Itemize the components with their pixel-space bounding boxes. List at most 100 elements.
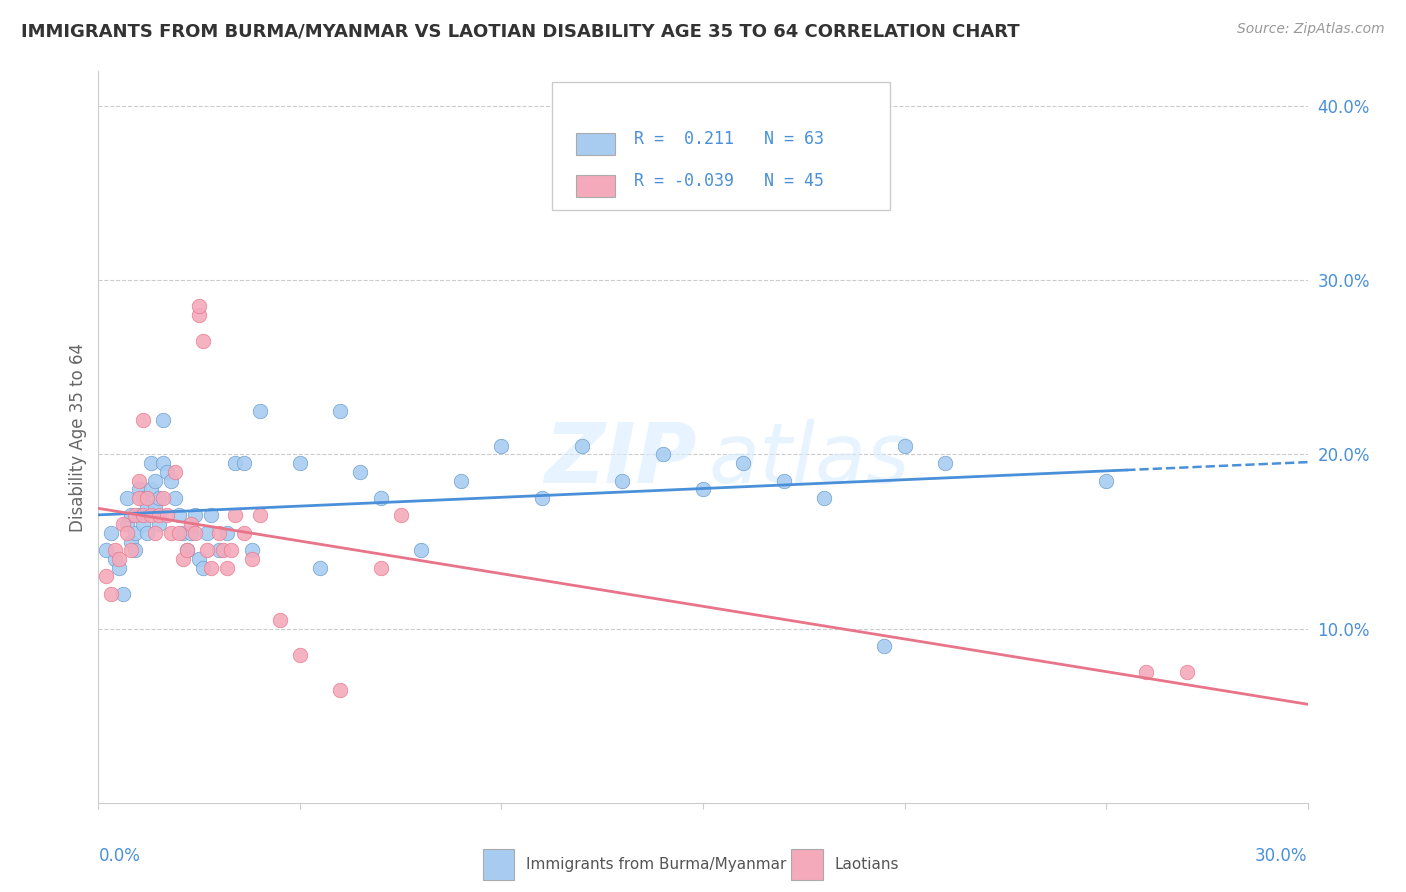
Point — [232, 525, 254, 540]
Point — [934, 456, 956, 470]
Point — [128, 483, 150, 497]
Point — [152, 456, 174, 470]
Point — [188, 552, 211, 566]
Point — [184, 525, 207, 540]
Point — [249, 404, 271, 418]
Point — [111, 517, 134, 532]
Point — [103, 543, 125, 558]
Point — [195, 543, 218, 558]
Point — [200, 508, 222, 523]
Point — [172, 525, 194, 540]
Point — [143, 500, 166, 514]
Point — [450, 474, 472, 488]
Text: 0.0%: 0.0% — [98, 847, 141, 864]
Point — [115, 517, 138, 532]
Point — [132, 508, 155, 523]
Text: Source: ZipAtlas.com: Source: ZipAtlas.com — [1237, 22, 1385, 37]
Point — [152, 412, 174, 426]
Point — [208, 525, 231, 540]
Point — [148, 508, 170, 523]
Point — [288, 648, 311, 662]
Point — [269, 613, 291, 627]
FancyBboxPatch shape — [576, 175, 614, 197]
Point — [124, 525, 146, 540]
Point — [409, 543, 432, 558]
Point — [193, 560, 215, 574]
Point — [370, 491, 392, 505]
Point — [120, 508, 142, 523]
Point — [329, 682, 352, 697]
FancyBboxPatch shape — [576, 133, 614, 154]
Point — [124, 508, 146, 523]
Point — [135, 500, 157, 514]
Point — [389, 508, 412, 523]
Point — [1095, 474, 1118, 488]
Point — [143, 525, 166, 540]
Point — [217, 525, 239, 540]
Point — [167, 525, 190, 540]
Point — [160, 525, 183, 540]
Point — [103, 552, 125, 566]
Point — [208, 543, 231, 558]
Point — [288, 456, 311, 470]
Point — [135, 525, 157, 540]
Point — [217, 560, 239, 574]
Point — [188, 308, 211, 322]
Point — [163, 491, 186, 505]
Point — [160, 474, 183, 488]
Point — [143, 474, 166, 488]
Point — [180, 525, 202, 540]
Point — [139, 483, 162, 497]
Point — [111, 587, 134, 601]
Point — [612, 474, 634, 488]
Point — [813, 491, 835, 505]
Point — [193, 334, 215, 349]
Point — [115, 525, 138, 540]
Text: 30.0%: 30.0% — [1256, 847, 1308, 864]
Point — [96, 569, 118, 583]
Point — [107, 552, 129, 566]
Point — [163, 465, 186, 479]
Point — [893, 439, 915, 453]
Point — [107, 560, 129, 574]
Point — [873, 639, 896, 653]
Point — [212, 543, 235, 558]
Point — [530, 491, 553, 505]
Point — [115, 491, 138, 505]
Point — [128, 508, 150, 523]
FancyBboxPatch shape — [551, 82, 890, 211]
Point — [195, 525, 218, 540]
Point — [491, 439, 513, 453]
Point — [156, 465, 179, 479]
Point — [172, 552, 194, 566]
Point — [148, 517, 170, 532]
Point — [176, 543, 198, 558]
Point — [200, 560, 222, 574]
Point — [772, 474, 794, 488]
Point — [167, 508, 190, 523]
Point — [132, 491, 155, 505]
Text: IMMIGRANTS FROM BURMA/MYANMAR VS LAOTIAN DISABILITY AGE 35 TO 64 CORRELATION CHA: IMMIGRANTS FROM BURMA/MYANMAR VS LAOTIAN… — [21, 22, 1019, 40]
Text: R =  0.211   N = 63: R = 0.211 N = 63 — [634, 129, 824, 148]
Text: atlas: atlas — [709, 418, 911, 500]
Point — [370, 560, 392, 574]
Point — [249, 508, 271, 523]
Point — [128, 491, 150, 505]
Point — [692, 483, 714, 497]
Point — [240, 552, 263, 566]
Point — [1175, 665, 1198, 680]
Point — [176, 543, 198, 558]
Point — [135, 491, 157, 505]
Point — [132, 517, 155, 532]
Point — [1135, 665, 1157, 680]
Point — [139, 456, 162, 470]
Point — [329, 404, 352, 418]
Point — [100, 525, 122, 540]
Point — [240, 543, 263, 558]
Point — [733, 456, 755, 470]
Point — [132, 412, 155, 426]
Point — [309, 560, 332, 574]
FancyBboxPatch shape — [792, 849, 823, 880]
Y-axis label: Disability Age 35 to 64: Disability Age 35 to 64 — [69, 343, 87, 532]
Point — [128, 474, 150, 488]
